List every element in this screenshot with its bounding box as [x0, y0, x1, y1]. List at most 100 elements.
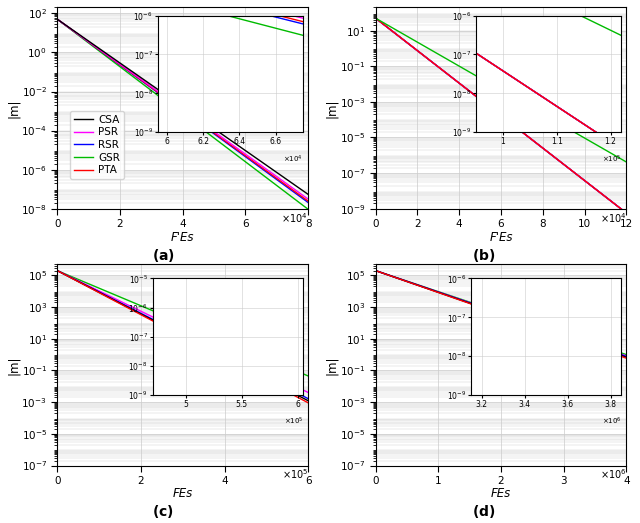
Line: CSA: CSA	[376, 270, 627, 357]
PTA	[618, 206, 625, 212]
PSR	[161, 93, 168, 99]
Y-axis label: |m|: |m|	[7, 98, 20, 118]
GSR	[401, 31, 408, 38]
RSR	[372, 267, 380, 274]
Line: CSA: CSA	[58, 19, 308, 195]
PTA	[415, 49, 423, 55]
CSA	[150, 317, 157, 324]
PTA	[273, 175, 280, 181]
GSR	[97, 286, 105, 292]
RSR	[300, 393, 307, 399]
X-axis label: FEs: FEs	[491, 487, 511, 501]
PSR	[415, 49, 423, 55]
PSR	[82, 37, 90, 43]
PSR	[401, 37, 408, 43]
CSA	[300, 188, 307, 194]
PTA	[372, 15, 380, 21]
CSA	[591, 185, 598, 191]
PTA	[618, 354, 625, 360]
GSR	[82, 38, 90, 44]
Line: CSA: CSA	[58, 270, 308, 401]
PSR	[273, 173, 280, 179]
GSR	[161, 97, 168, 104]
GSR	[401, 277, 408, 283]
CSA	[401, 277, 408, 283]
PTA	[161, 324, 168, 330]
RSR	[591, 185, 598, 191]
PSR	[161, 320, 168, 326]
CSA	[591, 343, 598, 349]
RSR	[591, 343, 598, 349]
GSR	[415, 40, 423, 47]
GSR	[479, 76, 486, 83]
CSA	[273, 169, 280, 175]
Line: GSR: GSR	[376, 18, 627, 162]
PSR	[372, 267, 380, 274]
PTA	[54, 267, 61, 274]
Text: $\mathbf{(b)}$: $\mathbf{(b)}$	[472, 247, 495, 264]
GSR	[468, 300, 476, 306]
CSA	[54, 267, 61, 274]
PSR	[82, 281, 90, 288]
PSR	[54, 16, 61, 22]
Text: $\mathbf{(c)}$: $\mathbf{(c)}$	[152, 503, 174, 520]
PSR	[623, 210, 630, 216]
GSR	[623, 351, 630, 358]
Line: CSA: CSA	[376, 18, 627, 213]
Text: $\times10^{4}$: $\times10^{4}$	[600, 211, 627, 224]
RSR	[415, 282, 423, 289]
PTA	[591, 185, 598, 191]
RSR	[401, 37, 408, 43]
RSR	[161, 322, 168, 328]
Line: PTA: PTA	[376, 270, 627, 358]
RSR	[150, 316, 157, 323]
CSA	[304, 397, 312, 404]
PSR	[401, 277, 408, 283]
GSR	[150, 308, 157, 314]
CSA	[623, 210, 630, 216]
Y-axis label: |m|: |m|	[7, 355, 20, 374]
PSR	[150, 314, 157, 321]
RSR	[82, 282, 90, 288]
Line: RSR: RSR	[376, 270, 627, 357]
PSR	[468, 300, 476, 306]
PSR	[300, 192, 307, 199]
Text: $\mathbf{(a)}$: $\mathbf{(a)}$	[152, 247, 175, 264]
Text: $\mathbf{(d)}$: $\mathbf{(d)}$	[472, 503, 495, 520]
PSR	[150, 85, 157, 92]
GSR	[54, 267, 61, 274]
CSA	[300, 395, 307, 401]
PSR	[54, 267, 61, 274]
CSA	[372, 15, 380, 21]
Legend: CSA, PSR, RSR, GSR, PTA: CSA, PSR, RSR, GSR, PTA	[70, 110, 124, 179]
PTA	[479, 98, 486, 105]
PTA	[54, 16, 61, 22]
PTA	[479, 305, 486, 311]
X-axis label: FEs: FEs	[173, 487, 193, 501]
GSR	[372, 267, 380, 274]
Line: PSR: PSR	[376, 18, 627, 213]
PSR	[623, 353, 630, 359]
CSA	[273, 381, 280, 387]
RSR	[273, 379, 280, 385]
CSA	[415, 282, 423, 289]
CSA	[161, 323, 168, 329]
Y-axis label: |m|: |m|	[325, 98, 339, 118]
Line: PTA: PTA	[58, 270, 308, 403]
Line: PTA: PTA	[376, 18, 627, 213]
PTA	[623, 355, 630, 361]
PTA	[372, 267, 380, 274]
PTA	[161, 94, 168, 100]
GSR	[54, 16, 61, 22]
PSR	[618, 206, 625, 212]
PSR	[618, 351, 625, 357]
PSR	[304, 389, 312, 395]
Y-axis label: |m|: |m|	[325, 355, 339, 374]
GSR	[161, 312, 168, 319]
PSR	[591, 342, 598, 348]
PSR	[300, 387, 307, 393]
GSR	[415, 282, 423, 288]
Line: GSR: GSR	[58, 19, 308, 209]
RSR	[401, 277, 408, 283]
RSR	[468, 300, 476, 306]
